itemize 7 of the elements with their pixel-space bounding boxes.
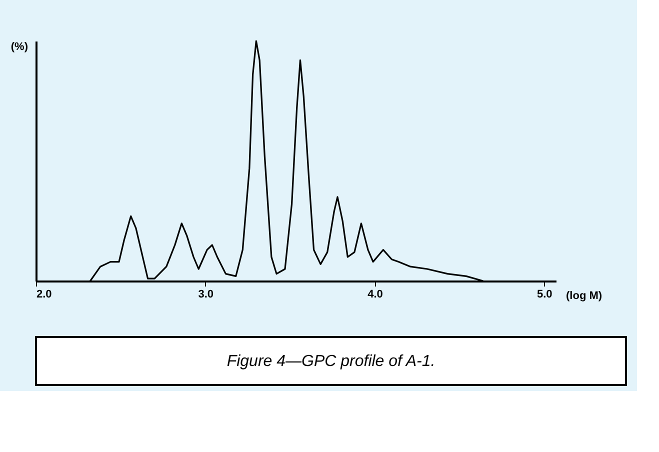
x-tick-label: 4.0 bbox=[368, 288, 383, 300]
x-tick-label: 2.0 bbox=[36, 288, 52, 300]
x-axis-title: (log M) bbox=[566, 290, 602, 302]
y-axis-title: (%) bbox=[10, 41, 28, 53]
x-tick-label: 3.0 bbox=[198, 288, 214, 300]
caption: Figure 4—GPC profile of A-1. bbox=[226, 353, 436, 370]
x-tick-label: 5.0 bbox=[536, 288, 552, 300]
